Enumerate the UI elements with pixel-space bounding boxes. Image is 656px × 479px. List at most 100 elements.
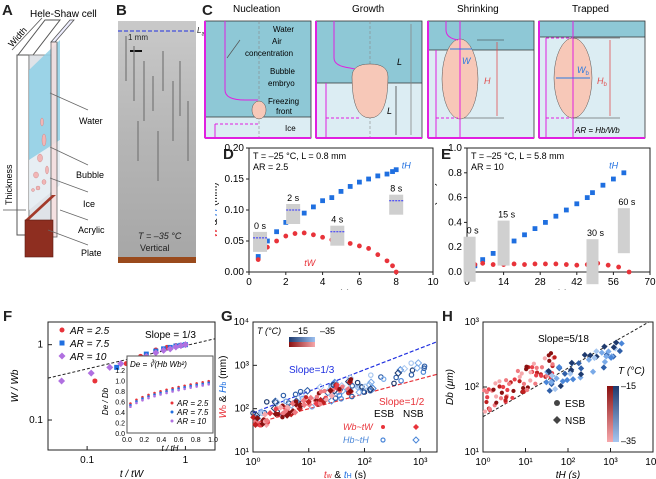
data-point-H xyxy=(543,220,548,225)
esb-point xyxy=(507,381,512,386)
data-point-H xyxy=(584,195,590,200)
wb-point xyxy=(340,384,345,389)
inset-legend-label: AR = 2.5 xyxy=(176,399,209,408)
inset-point xyxy=(195,385,198,388)
legend-nsb: NSB xyxy=(403,409,424,420)
data-point-W xyxy=(616,264,622,270)
x-tick-label: 0 xyxy=(464,277,470,288)
inset-point xyxy=(177,388,180,392)
y-tick-label: 0.15 xyxy=(225,174,245,185)
esb-point xyxy=(497,384,502,389)
x-tick-label: 0 xyxy=(246,277,252,288)
wb-point xyxy=(284,404,291,411)
embryo-text: embryo xyxy=(268,79,295,88)
y-tick-label: 10¹ xyxy=(465,447,480,458)
hb-point xyxy=(408,360,414,366)
hb-point xyxy=(366,385,375,394)
esb-point xyxy=(515,368,520,374)
hb-point xyxy=(391,380,397,387)
data-point-W xyxy=(384,258,390,264)
x-axis-label: tH (s) xyxy=(556,470,580,479)
plate-strip xyxy=(118,257,196,263)
wb-point xyxy=(317,396,324,404)
y-tick-label: 10⁴ xyxy=(234,317,249,328)
colorbar-min: –15 xyxy=(621,381,636,391)
x-tick-label: 8 xyxy=(393,277,399,288)
annotation-text: AR = 10 xyxy=(471,162,504,172)
esb-point xyxy=(521,386,526,391)
wb-point xyxy=(324,397,329,402)
wb-point xyxy=(263,417,271,425)
wb-point xyxy=(252,421,259,428)
wb-point xyxy=(303,395,309,400)
data-point-W xyxy=(283,233,289,239)
annotation-text: T = –25 °C, L = 0.8 mm xyxy=(253,151,346,161)
chart-h: 10⁰10¹10²10³10⁴10¹10²10³tH (s)Db (μm)Slo… xyxy=(445,317,656,479)
esb-point xyxy=(494,400,499,405)
esb-point xyxy=(528,378,533,383)
nsb-point xyxy=(552,385,559,393)
bubbles xyxy=(31,117,49,192)
hb-point xyxy=(332,395,339,401)
data-point-AR = 10 xyxy=(87,369,95,377)
x-tick-label: 10⁴ xyxy=(645,457,656,468)
data-point-H xyxy=(329,195,335,200)
data-point-H xyxy=(375,173,381,179)
hb-point xyxy=(413,364,422,372)
inset-time-label: 30 s xyxy=(587,228,605,238)
nsb-point xyxy=(618,340,625,347)
thickness-label: Thickness xyxy=(4,164,14,205)
wb-point xyxy=(347,387,354,395)
legend-w-row: Wb~tW xyxy=(343,422,374,432)
esb-point xyxy=(546,353,551,358)
y-tick-label: 1.0 xyxy=(448,143,462,154)
back-acrylic-plate xyxy=(16,54,30,236)
y-tick-label: 10² xyxy=(465,382,480,393)
esb-point xyxy=(517,374,522,379)
bubble-traces xyxy=(125,36,189,181)
nsb-point xyxy=(569,376,577,383)
y-tick-label: 10¹ xyxy=(235,447,250,458)
inset-image xyxy=(463,236,476,282)
hb-point xyxy=(292,391,299,398)
esb-point xyxy=(493,381,498,386)
annotation-text: T = –25 °C, L = 5.8 mm xyxy=(471,151,564,161)
colorbar-label: T (°C) xyxy=(618,366,645,377)
la-label: La xyxy=(197,26,205,38)
inset-point xyxy=(201,384,204,387)
inset-x-tick: 0.4 xyxy=(157,437,167,444)
x-axis-label: t (s) xyxy=(550,289,567,290)
data-point-H xyxy=(283,220,289,225)
inset-y-tick: 0.8 xyxy=(115,389,125,396)
orientation-label: Vertical xyxy=(140,243,170,253)
x-tick-label: 10³ xyxy=(603,457,618,468)
data-point-H xyxy=(255,254,261,259)
hb-point xyxy=(396,366,405,374)
hb-point xyxy=(297,391,306,400)
inset-frame xyxy=(126,355,214,434)
y-axis-label: W / Wb xyxy=(10,369,21,402)
chart-d: 0 2 4 6 8 10 0.00 0.05 0.10 0.15 0.20 t (s) W & H (m… xyxy=(215,143,439,290)
legend-marker xyxy=(381,425,385,429)
data-point-H xyxy=(611,176,616,182)
inset-legend-label: AR = 7.5 xyxy=(176,408,209,417)
slope-label: Slope=5/18 xyxy=(538,334,589,345)
wb-point xyxy=(293,399,299,404)
legend-h-row: Hb~tH xyxy=(343,435,369,445)
inset-time-label: 8 s xyxy=(390,184,403,194)
data-point-H xyxy=(563,207,569,213)
nsb-point xyxy=(564,376,571,384)
bubble-photo: 1 mm T = –35 °C Vertical xyxy=(118,21,196,263)
x-tick-label: 70 xyxy=(644,277,656,288)
inset-legend-marker xyxy=(170,410,174,414)
wb-point xyxy=(314,394,320,400)
data-point-H xyxy=(590,190,595,196)
wb-point xyxy=(283,412,291,419)
data-point-W xyxy=(255,257,261,262)
y-tick-label: 0.20 xyxy=(225,143,245,154)
hb-point xyxy=(272,398,281,407)
bubble-label: Bubble xyxy=(76,170,104,180)
hb-point xyxy=(393,374,399,381)
esb-point xyxy=(503,378,509,383)
data-point-H xyxy=(338,189,344,194)
